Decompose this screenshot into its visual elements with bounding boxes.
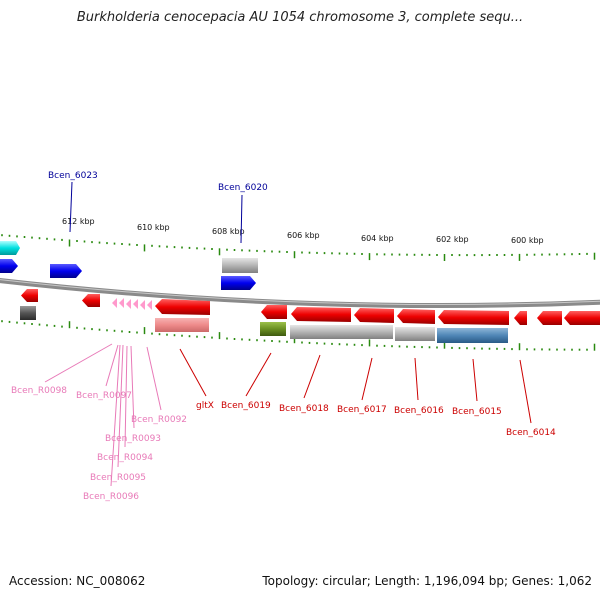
rna-gene-arrow[interactable] bbox=[112, 298, 117, 308]
gene-block[interactable] bbox=[260, 322, 286, 336]
gene-label[interactable]: Bcen_R0095 bbox=[90, 473, 146, 483]
gene-label[interactable]: Bcen_6017 bbox=[337, 405, 387, 415]
gene-arrow[interactable] bbox=[354, 308, 394, 323]
gene-label[interactable]: Bcen_R0097 bbox=[76, 391, 132, 401]
pseudogene-bar[interactable] bbox=[395, 327, 435, 341]
upper-tick-ring bbox=[1, 234, 596, 261]
gene-arrow[interactable] bbox=[21, 289, 38, 302]
gene-arrow[interactable] bbox=[82, 294, 100, 307]
gene-block[interactable] bbox=[20, 306, 36, 320]
pseudogene-bar[interactable] bbox=[222, 258, 258, 273]
scale-label: 612 kbp bbox=[62, 217, 95, 226]
gene-arrow[interactable] bbox=[0, 259, 18, 273]
gene-label[interactable]: Bcen_R0098 bbox=[11, 386, 67, 396]
forward-genes bbox=[0, 241, 258, 290]
scale-label: 600 kbp bbox=[511, 236, 544, 245]
gene-label[interactable]: gltX bbox=[196, 401, 214, 411]
gene-label[interactable]: Bcen_6018 bbox=[279, 404, 329, 414]
gene-arrow[interactable] bbox=[438, 310, 509, 325]
map-title: Burkholderia cenocepacia AU 1054 chromos… bbox=[76, 10, 524, 25]
topology-label: Topology: circular; Length: 1,196,094 bp… bbox=[262, 574, 592, 588]
gene-block[interactable] bbox=[155, 318, 209, 332]
rna-gene-arrow[interactable] bbox=[140, 300, 145, 310]
rna-gene-arrow[interactable] bbox=[147, 300, 152, 310]
gene-label[interactable]: Bcen_R0094 bbox=[97, 453, 153, 463]
scale-label: 606 kbp bbox=[287, 231, 320, 240]
rna-gene-arrow[interactable] bbox=[133, 299, 138, 309]
gene-label[interactable]: Bcen_6023 bbox=[48, 171, 98, 181]
reverse-genes bbox=[20, 289, 600, 343]
gene-label[interactable]: Bcen_R0093 bbox=[105, 434, 161, 444]
gene-arrow[interactable] bbox=[221, 276, 256, 290]
rna-gene-cluster bbox=[112, 298, 152, 310]
scale-labels: 612 kbp 610 kbp 608 kbp 606 kbp 604 kbp … bbox=[62, 217, 544, 245]
gene-arrow[interactable] bbox=[397, 309, 435, 324]
accession-label: Accession: NC_008062 bbox=[9, 574, 146, 588]
scale-label: 608 kbp bbox=[212, 227, 245, 236]
rna-gene-arrow[interactable] bbox=[119, 298, 124, 308]
gene-arrow[interactable] bbox=[537, 311, 562, 325]
gene-block[interactable] bbox=[437, 328, 508, 343]
gene-arrow[interactable] bbox=[155, 299, 210, 315]
gene-label[interactable]: Bcen_6016 bbox=[394, 406, 444, 416]
gene-arrow[interactable] bbox=[0, 241, 20, 255]
gene-arrow[interactable] bbox=[291, 307, 351, 322]
scale-label: 610 kbp bbox=[137, 223, 170, 232]
gene-arrow[interactable] bbox=[261, 305, 287, 319]
label-leader-lines bbox=[44, 181, 532, 487]
gene-label[interactable]: Bcen_6020 bbox=[218, 183, 268, 193]
gene-label[interactable]: Bcen_R0092 bbox=[131, 415, 187, 425]
gene-label[interactable]: Bcen_6015 bbox=[452, 407, 502, 417]
gene-arrow[interactable] bbox=[50, 264, 82, 278]
lower-tick-ring bbox=[1, 320, 596, 351]
gene-arrow[interactable] bbox=[564, 311, 600, 325]
rna-gene-arrow[interactable] bbox=[126, 299, 131, 309]
pseudogene-bar[interactable] bbox=[290, 325, 393, 339]
gene-label[interactable]: Bcen_6019 bbox=[221, 401, 271, 411]
scale-label: 604 kbp bbox=[361, 234, 394, 243]
gene-labels: Bcen_6023 Bcen_6020 gltX Bcen_6019 Bcen_… bbox=[11, 171, 556, 502]
scale-label: 602 kbp bbox=[436, 235, 469, 244]
chromosome-backbone bbox=[0, 278, 600, 309]
gene-label[interactable]: Bcen_6014 bbox=[506, 428, 556, 438]
gene-label[interactable]: Bcen_R0096 bbox=[83, 492, 139, 502]
gene-arrow[interactable] bbox=[514, 311, 527, 325]
